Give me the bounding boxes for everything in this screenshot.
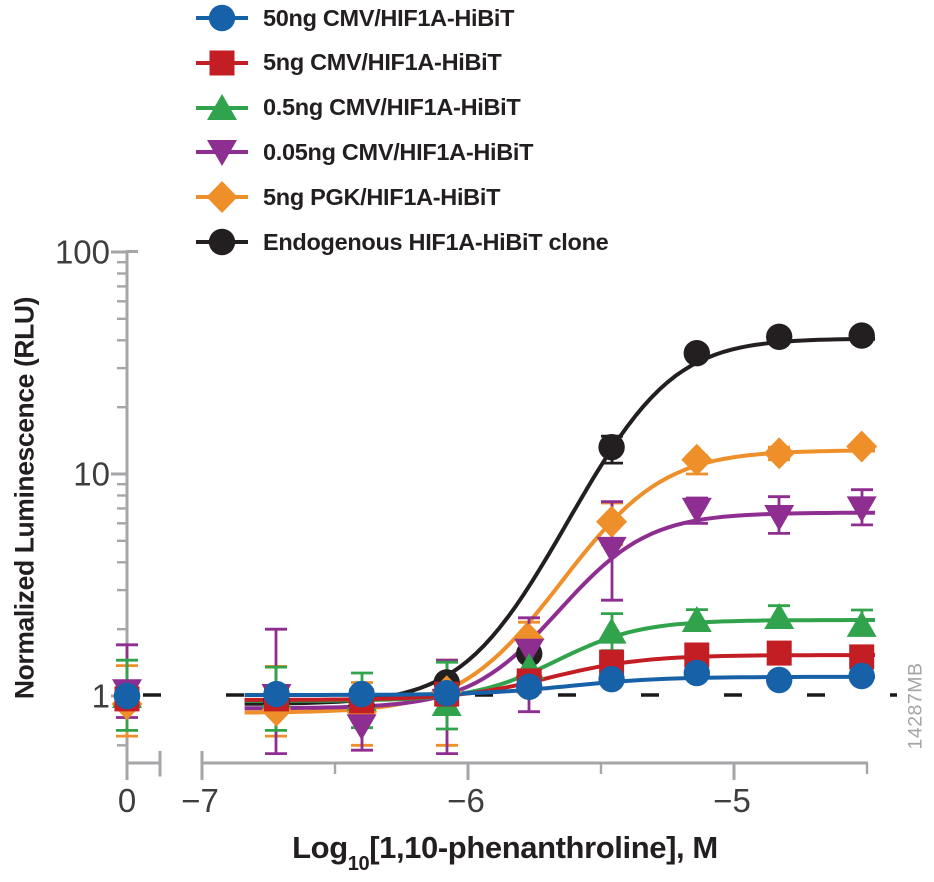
legend-marker-diamond-icon xyxy=(196,181,248,214)
x-axis-title-subscript: 10 xyxy=(347,853,370,876)
x-axis-title: Log10[1,10-phenanthroline], M xyxy=(292,830,718,875)
legend-item-label: Endogenous HIF1A-HiBiT clone xyxy=(263,228,609,255)
diamond-marker-icon xyxy=(846,430,878,463)
x-tick-label: −6 xyxy=(447,782,485,819)
diamond-marker-icon xyxy=(681,443,713,476)
square-marker-icon xyxy=(209,50,235,76)
circle-marker-icon xyxy=(208,228,236,256)
circle-marker-icon xyxy=(598,434,625,461)
triangle-up-marker-icon xyxy=(596,617,627,644)
x-tick-label: −5 xyxy=(713,782,751,819)
triangle-up-marker-icon xyxy=(764,603,795,629)
legend-item-1: 50ng CMV/HIF1A-HiBiT xyxy=(195,1,515,35)
series-cmv-0p5ng-errorbars xyxy=(116,604,873,732)
circle-marker-icon xyxy=(113,682,141,710)
series-pgk-5ng-points xyxy=(111,430,878,728)
legend-item-5: 5ng PGK/HIF1A-HiBiT xyxy=(195,180,500,214)
x-tick-label: −7 xyxy=(181,782,219,819)
diamond-marker-icon xyxy=(206,181,238,214)
legend-item-label: 5ng CMV/HIF1A-HiBiT xyxy=(263,49,502,76)
circle-marker-icon xyxy=(766,323,793,350)
circle-marker-icon xyxy=(348,680,375,708)
triangle-down-marker-icon xyxy=(596,536,627,563)
y-tick-label: 10 xyxy=(73,456,110,493)
legend-item-3: 0.5ng CMV/HIF1A-HiBiT xyxy=(195,91,521,125)
legend-item-label: 50ng CMV/HIF1A-HiBiT xyxy=(263,4,515,31)
legend: 50ng CMV/HIF1A-HiBiT 5ng CMV/HIF1A-HiBiT 0… xyxy=(0,0,934,270)
legend-item-label: 0.05ng CMV/HIF1A-HiBiT xyxy=(263,138,534,165)
legend-marker-circle-icon xyxy=(196,228,248,256)
triangle-down-marker-icon xyxy=(346,714,377,741)
circle-marker-icon xyxy=(848,662,875,690)
legend-marker-square-icon xyxy=(196,50,248,76)
circle-marker-icon xyxy=(208,4,236,32)
square-marker-icon xyxy=(766,640,792,666)
circle-marker-icon xyxy=(683,659,710,687)
x-axis-title-rest: [1,10-phenanthroline], M xyxy=(369,830,718,865)
circle-marker-icon xyxy=(433,680,460,707)
y-tick-label: 100 xyxy=(55,234,110,271)
diamond-marker-icon xyxy=(763,437,795,470)
legend-marker-triangle-down-icon xyxy=(196,140,248,167)
circle-marker-icon xyxy=(766,666,793,694)
circle-marker-icon xyxy=(848,322,875,349)
triangle-down-marker-icon xyxy=(764,505,795,531)
triangle-up-marker-icon xyxy=(681,606,712,632)
legend-item-label: 5ng PGK/HIF1A-HiBiT xyxy=(263,183,501,210)
triangle-down-marker-icon xyxy=(514,638,545,665)
y-axis-title: Normalized Luminescence (RLU) xyxy=(9,296,40,700)
triangle-down-marker-icon xyxy=(846,496,877,523)
legend-item-2: 5ng CMV/HIF1A-HiBiT xyxy=(195,46,502,80)
circle-marker-icon xyxy=(598,666,625,693)
triangle-up-marker-icon xyxy=(207,93,237,120)
triangle-down-marker-icon xyxy=(207,140,237,167)
x-tick-label-control: 0 xyxy=(118,782,136,819)
series-cmv-50ng-points xyxy=(113,659,875,710)
circle-marker-icon xyxy=(683,340,710,367)
y-tick-label: 1 xyxy=(92,678,110,715)
triangle-down-marker-icon xyxy=(681,497,712,524)
series-cmv-0p05ng-points xyxy=(112,496,877,741)
triangle-up-marker-icon xyxy=(846,610,877,637)
legend-item-4: 0.05ng CMV/HIF1A-HiBiT xyxy=(195,135,534,169)
legend-marker-triangle-up-icon xyxy=(196,93,248,120)
diamond-marker-icon xyxy=(596,505,628,538)
figure-id-watermark: 14287MB xyxy=(904,662,927,750)
legend-item-6: Endogenous HIF1A-HiBiT clone xyxy=(195,225,609,259)
legend-item-label: 0.5ng CMV/HIF1A-HiBiT xyxy=(263,94,521,121)
circle-marker-icon xyxy=(263,680,290,708)
x-axis-title-main: Log xyxy=(292,830,348,865)
circle-marker-icon xyxy=(516,673,543,700)
legend-marker-circle-icon xyxy=(196,4,248,32)
